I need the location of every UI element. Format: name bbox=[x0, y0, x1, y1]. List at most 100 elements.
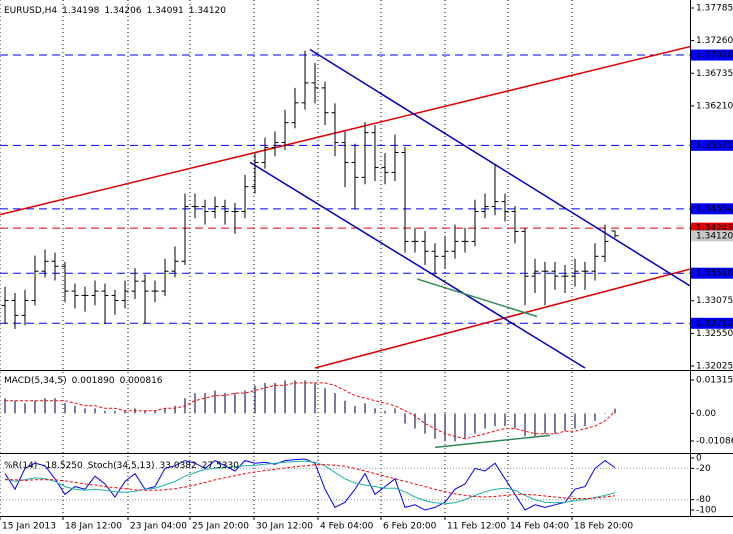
indicator-name: MACD(5,34,5) bbox=[4, 376, 67, 386]
macd-bar bbox=[84, 408, 86, 414]
y-tick-label: -20 bbox=[696, 464, 711, 474]
trend-line bbox=[434, 434, 551, 449]
time-tick-label: 15 Jan 2013 bbox=[2, 522, 56, 532]
macd-bar bbox=[4, 398, 6, 414]
macd-bar bbox=[354, 405, 356, 414]
level-price-label: 1.35575 bbox=[696, 141, 733, 151]
macd-bar bbox=[164, 408, 166, 414]
level-price-label: 1.32712 bbox=[696, 319, 733, 329]
macd-bar bbox=[384, 410, 386, 414]
time-tick-label: 4 Feb 04:00 bbox=[320, 522, 374, 532]
high-readout: 1.34206 bbox=[104, 6, 141, 16]
macd-bar bbox=[204, 393, 206, 414]
y-tick-label: 1.36210 bbox=[696, 101, 733, 111]
time-tick-label: 30 Jan 12:00 bbox=[256, 522, 313, 532]
macd-bar bbox=[394, 408, 396, 414]
pane-header: MACD(5,34,5) 0.001890 0.000816 bbox=[4, 376, 163, 386]
macd-bar bbox=[514, 413, 516, 429]
pane-header: %R(14) -18.5250 Stoch(34,5,13) 33.0382 27.53… bbox=[4, 461, 239, 471]
macd-bar bbox=[174, 405, 176, 414]
close-readout: 1.34120 bbox=[189, 6, 226, 16]
pane-header: EURUSD,H4 1.34198 1.34206 1.34091 1.34120 bbox=[4, 6, 226, 16]
macd-bar bbox=[14, 400, 16, 414]
macd-bar bbox=[524, 413, 526, 437]
macd-bar bbox=[64, 403, 66, 414]
level-price-box bbox=[691, 203, 733, 215]
time-tick-label: 25 Jan 20:00 bbox=[192, 522, 249, 532]
trend-line bbox=[0, 45, 690, 216]
trend-line bbox=[314, 268, 690, 369]
macd-bar bbox=[294, 380, 296, 414]
indicator-readout: 0.000816 bbox=[120, 376, 163, 386]
macd-bar bbox=[194, 393, 196, 414]
level-price-label: 1.37028 bbox=[696, 51, 733, 61]
macd-bar bbox=[404, 413, 406, 424]
low-readout: 1.34091 bbox=[147, 6, 184, 16]
y-tick-label: 0.00 bbox=[696, 409, 716, 419]
macd-bar bbox=[244, 390, 246, 414]
macd-bar bbox=[554, 413, 556, 434]
price-pane bbox=[0, 45, 690, 369]
macd-pane bbox=[4, 380, 616, 449]
macd-bar bbox=[114, 410, 116, 414]
macd-bar bbox=[424, 413, 426, 434]
indicator-line bbox=[5, 382, 616, 440]
indicator-line bbox=[4, 458, 616, 511]
level-price-box bbox=[691, 267, 733, 279]
level-price-box bbox=[691, 49, 733, 61]
indicator-line bbox=[5, 464, 616, 500]
time-tick-label: 6 Feb 20:00 bbox=[383, 522, 437, 532]
macd-bar bbox=[234, 393, 236, 414]
macd-bar bbox=[414, 413, 416, 429]
indicator-readout: 33.0382 bbox=[160, 461, 197, 471]
y-tick-label: -100 bbox=[696, 506, 717, 516]
y-tick-label: -80 bbox=[696, 495, 711, 505]
macd-bar bbox=[474, 413, 476, 434]
macd-bar bbox=[34, 400, 36, 414]
macd-bar bbox=[44, 398, 46, 414]
indicator-name: %R(14) bbox=[4, 461, 37, 471]
time-tick-label: 18 Jan 12:00 bbox=[65, 522, 122, 532]
macd-bar bbox=[504, 413, 506, 427]
macd-bar bbox=[264, 382, 266, 414]
macd-bar bbox=[444, 413, 446, 442]
oscillator-pane bbox=[0, 458, 690, 511]
macd-bar bbox=[304, 380, 306, 414]
macd-bar bbox=[74, 405, 76, 414]
current-price-box bbox=[691, 230, 733, 242]
y-tick-label: 1.37785 bbox=[696, 4, 733, 14]
indicator-name: Stoch(34,5,13) bbox=[88, 461, 155, 471]
y-tick-label: 1.33075 bbox=[696, 296, 733, 306]
macd-bar bbox=[364, 403, 366, 414]
indicator-line bbox=[4, 460, 616, 505]
macd-bar bbox=[24, 403, 26, 414]
indicator-readout: 0.001890 bbox=[72, 376, 115, 386]
level-price-label: 1.33518 bbox=[696, 269, 733, 279]
indicator-readout: 27.5330 bbox=[202, 461, 239, 471]
macd-bar bbox=[284, 380, 286, 414]
macd-bar bbox=[534, 413, 536, 437]
macd-bar bbox=[594, 413, 596, 422]
macd-bar bbox=[324, 387, 326, 414]
macd-bar bbox=[604, 413, 606, 414]
macd-bar bbox=[54, 398, 56, 414]
macd-bar bbox=[614, 408, 616, 414]
macd-bar bbox=[104, 410, 106, 414]
macd-bar bbox=[484, 413, 486, 429]
open-readout: 1.34198 bbox=[62, 6, 99, 16]
y-tick-label: 0.013156 bbox=[696, 375, 733, 385]
symbol: EURUSD,H4 bbox=[4, 6, 57, 16]
time-tick-label: 23 Jan 04:00 bbox=[130, 522, 187, 532]
macd-bar bbox=[544, 413, 546, 434]
macd-bar bbox=[214, 390, 216, 414]
trend-line bbox=[416, 278, 538, 318]
macd-bar bbox=[454, 413, 456, 442]
level-price-box bbox=[691, 317, 733, 329]
level-price-box bbox=[691, 139, 733, 151]
macd-bar bbox=[94, 408, 96, 414]
level-price-box bbox=[691, 222, 733, 234]
macd-bar bbox=[224, 393, 226, 414]
